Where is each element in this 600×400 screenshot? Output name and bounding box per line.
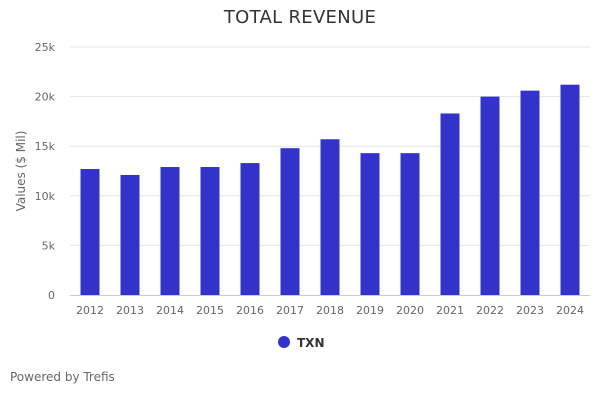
y-tick-label: 25k xyxy=(35,41,56,54)
bar-2013[interactable] xyxy=(120,174,140,295)
bar-2019[interactable] xyxy=(360,153,380,295)
bar-2023[interactable] xyxy=(520,90,540,295)
bar-2021[interactable] xyxy=(440,113,460,296)
bar-2017[interactable] xyxy=(280,148,300,295)
x-tick-label: 2017 xyxy=(276,304,304,317)
bar-2012[interactable] xyxy=(80,169,100,295)
y-tick-label: 5k xyxy=(42,239,56,252)
y-tick-label: 15k xyxy=(35,140,56,153)
y-axis-ticks: 0 5k 10k 15k 20k 25k xyxy=(35,41,56,302)
chart-title: TOTAL REVENUE xyxy=(223,7,377,28)
x-tick-label: 2020 xyxy=(396,304,424,317)
bar-2016[interactable] xyxy=(240,163,260,295)
y-tick-label: 0 xyxy=(48,289,55,302)
bar-2022[interactable] xyxy=(480,96,500,295)
bar-2024[interactable] xyxy=(560,84,580,295)
x-tick-label: 2016 xyxy=(236,304,264,317)
x-tick-label: 2018 xyxy=(316,304,344,317)
bar-2014[interactable] xyxy=(160,167,180,295)
y-axis-label: Values ($ Mil) xyxy=(14,131,28,212)
x-tick-label: 2022 xyxy=(476,304,504,317)
x-tick-label: 2013 xyxy=(116,304,144,317)
x-axis-ticks: 2012 2013 2014 2015 2016 2017 2018 2019 2020 2021… xyxy=(76,304,584,317)
y-tick-label: 10k xyxy=(35,190,56,203)
x-tick-label: 2014 xyxy=(156,304,184,317)
legend-label-txn: TXN xyxy=(297,336,324,350)
bar-2020[interactable] xyxy=(400,153,420,295)
x-tick-label: 2015 xyxy=(196,304,224,317)
x-tick-label: 2021 xyxy=(436,304,464,317)
x-tick-label: 2024 xyxy=(556,304,584,317)
x-tick-label: 2012 xyxy=(76,304,104,317)
legend[interactable]: TXN xyxy=(278,336,324,350)
bars xyxy=(80,84,580,296)
bar-2018[interactable] xyxy=(320,139,340,295)
legend-marker xyxy=(278,336,290,348)
x-tick-label: 2019 xyxy=(356,304,384,317)
bar-2015[interactable] xyxy=(200,167,220,295)
y-tick-label: 20k xyxy=(35,91,56,104)
powered-by-credit[interactable]: Powered by Trefis xyxy=(10,370,115,384)
x-tick-label: 2023 xyxy=(516,304,544,317)
